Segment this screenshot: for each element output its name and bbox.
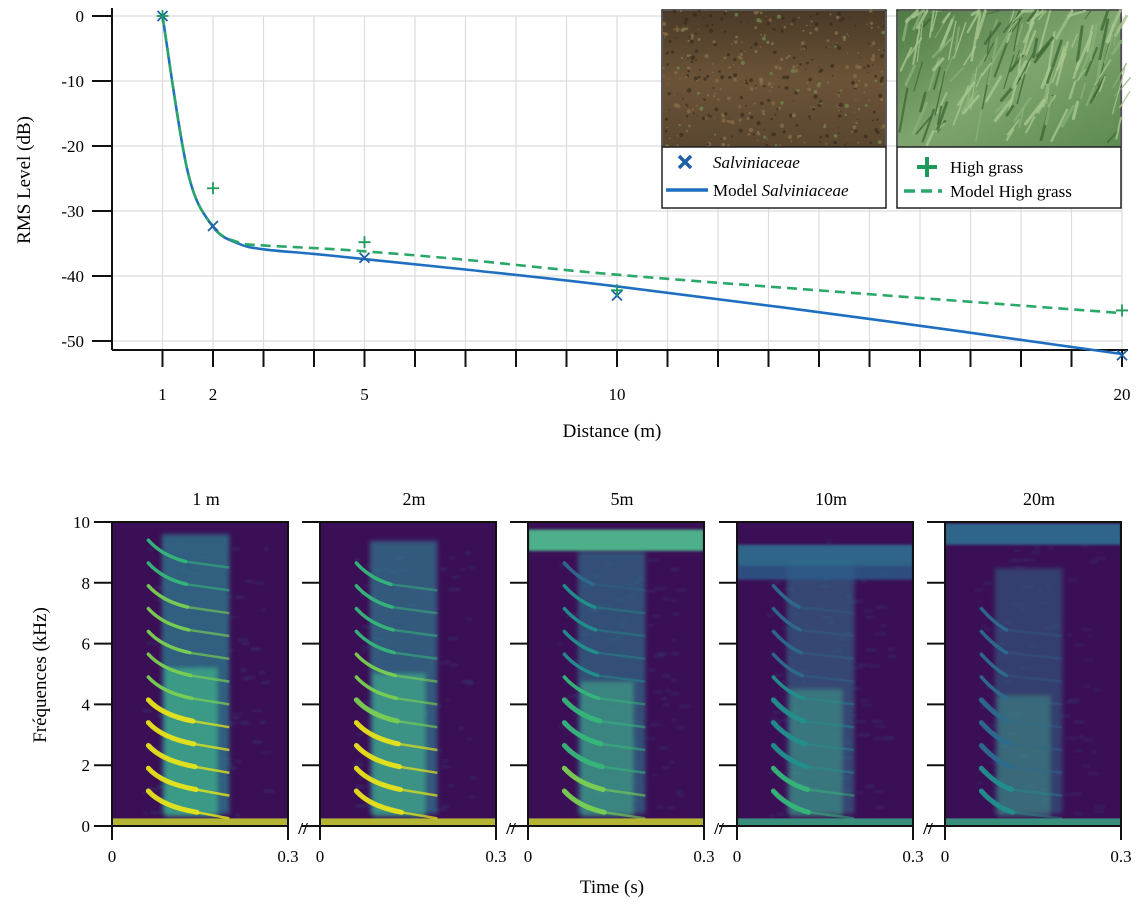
- legend-high-grass: High grass Model High grass: [896, 9, 1131, 209]
- y-tick-label: 0: [82, 817, 91, 836]
- data-point-high-grass: [1116, 304, 1128, 317]
- y-tick-label: 8: [82, 574, 91, 593]
- y-tick-label: 10: [73, 513, 90, 532]
- data-point-high-grass: [156, 10, 169, 22]
- series-line-model-high-grass: [161, 15, 1123, 315]
- x-tick-label: 0.3: [693, 847, 714, 866]
- spectrogram-image: [112, 522, 288, 826]
- panel-frame: [944, 521, 1122, 827]
- low-freq-band: [320, 818, 496, 826]
- y-tick-label: -40: [61, 267, 84, 286]
- spectrogram-panel: 2m 0 0.3 //: [302, 489, 516, 866]
- panel-title: 1 m: [192, 489, 220, 509]
- y-tick-label: -20: [61, 137, 84, 156]
- legend-label-model-high-grass: Model High grass: [950, 182, 1072, 201]
- x-tick-label: 0.3: [1110, 847, 1131, 866]
- x-tick-label: 0.3: [902, 847, 923, 866]
- spectrogram-panel: 10m 0 0.3 //: [719, 489, 933, 866]
- data-point-salviniaceae: [1116, 349, 1128, 361]
- noise-band: [528, 529, 704, 551]
- x-tick-label: 10: [609, 385, 626, 404]
- low-freq-band: [737, 818, 913, 826]
- panel-frame: [319, 521, 497, 827]
- x-tick-label: 2: [209, 385, 218, 404]
- axis-break-marker: //: [505, 819, 516, 838]
- panel-frame: [736, 521, 914, 827]
- axes: 0 -10 -20 -30 -40 -50 1 2 5 10 20: [61, 7, 1130, 404]
- legend-entry-salviniaceae: Salviniaceae: [677, 153, 800, 172]
- legend-entry-model-salviniaceae: Model Salviniaceae: [666, 181, 849, 200]
- x-tick-label: 0.3: [277, 847, 298, 866]
- x-axis-label: Distance (m): [563, 421, 662, 442]
- axis-break-marker: //: [713, 819, 724, 838]
- panel-title: 2m: [402, 489, 425, 509]
- legend-label-high-grass: High grass: [950, 158, 1023, 177]
- spectrogram-panel: 20m 0 0.3: [927, 489, 1132, 866]
- y-tick-label: 6: [82, 635, 91, 654]
- data-point-high-grass: [611, 284, 623, 297]
- x-marker-icon: [677, 154, 693, 170]
- y-tick-label: -10: [61, 72, 84, 91]
- low-freq-band: [528, 818, 704, 826]
- x-tick-label: 5: [360, 385, 369, 404]
- panel-frame: [111, 521, 289, 827]
- axis-break-marker: //: [922, 819, 933, 838]
- high-grass-photo: [898, 9, 1131, 147]
- x-tick-label: 0: [108, 847, 117, 866]
- spectrogram-panels: 1 m 0 2 4 6 8 10 0 0.3 // 2m 0 0.3 // 5m 0 0.3 // 10m 0 0.3 /…: [73, 489, 1132, 866]
- panel-title: 20m: [1023, 489, 1055, 509]
- legend-label-prefix: Model: [713, 181, 762, 200]
- spectrogram-image: [945, 522, 1121, 826]
- y-tick-label: 2: [82, 756, 91, 775]
- spectrogram-panel: 1 m 0 2 4 6 8 10 0 0.3 //: [73, 489, 308, 866]
- x-tick-label: 0: [733, 847, 742, 866]
- plus-marker-icon: [917, 157, 937, 177]
- data-point-salviniaceae: [358, 252, 371, 264]
- panel-title: 5m: [610, 489, 633, 509]
- y-axis-label: RMS Level (dB): [14, 116, 35, 244]
- legend-entry-high-grass: High grass: [917, 157, 1023, 177]
- y-tick-label: -50: [61, 332, 84, 351]
- panel-frame: [527, 521, 705, 827]
- x-tick-label: 0: [941, 847, 950, 866]
- y-tick-label: 4: [82, 695, 91, 714]
- spectrogram-image: [320, 522, 496, 826]
- x-tick-label: 0: [316, 847, 325, 866]
- low-freq-band: [112, 818, 288, 826]
- data-point-high-grass: [207, 182, 219, 195]
- panel-title: 10m: [815, 489, 847, 509]
- legend-label-italic: Salviniaceae: [762, 181, 849, 200]
- salviniaceae-photo: [661, 9, 886, 149]
- data-point-salviniaceae: [207, 220, 219, 232]
- spectrogram-y-axis-label: Fréquences (kHz): [30, 607, 51, 743]
- y-tick-label: -30: [61, 202, 84, 221]
- y-tick-label: 0: [76, 7, 85, 26]
- axis-break-marker: //: [297, 819, 308, 838]
- x-tick-label: 0: [524, 847, 533, 866]
- spectrogram-image: [737, 522, 913, 826]
- legend-entry-model-high-grass: Model High grass: [904, 182, 1072, 201]
- x-tick-label: 20: [1114, 385, 1131, 404]
- x-tick-label: 1: [158, 385, 167, 404]
- noise-band: [737, 544, 913, 567]
- legend-salviniaceae: Salviniaceae Model Salviniaceae: [661, 9, 887, 209]
- legend-label-model-salviniaceae: Model Salviniaceae: [713, 181, 849, 200]
- noise-band: [945, 523, 1121, 545]
- low-freq-band: [945, 818, 1121, 826]
- spectrogram-image: [528, 522, 704, 826]
- spectrogram-x-axis-label: Time (s): [580, 877, 644, 898]
- series-layer: [156, 10, 1128, 361]
- legend-label-salviniaceae: Salviniaceae: [713, 153, 800, 172]
- spectrogram-panel: 5m 0 0.3 //: [510, 489, 724, 866]
- x-tick-label: 0.3: [485, 847, 506, 866]
- data-point-high-grass: [358, 236, 371, 249]
